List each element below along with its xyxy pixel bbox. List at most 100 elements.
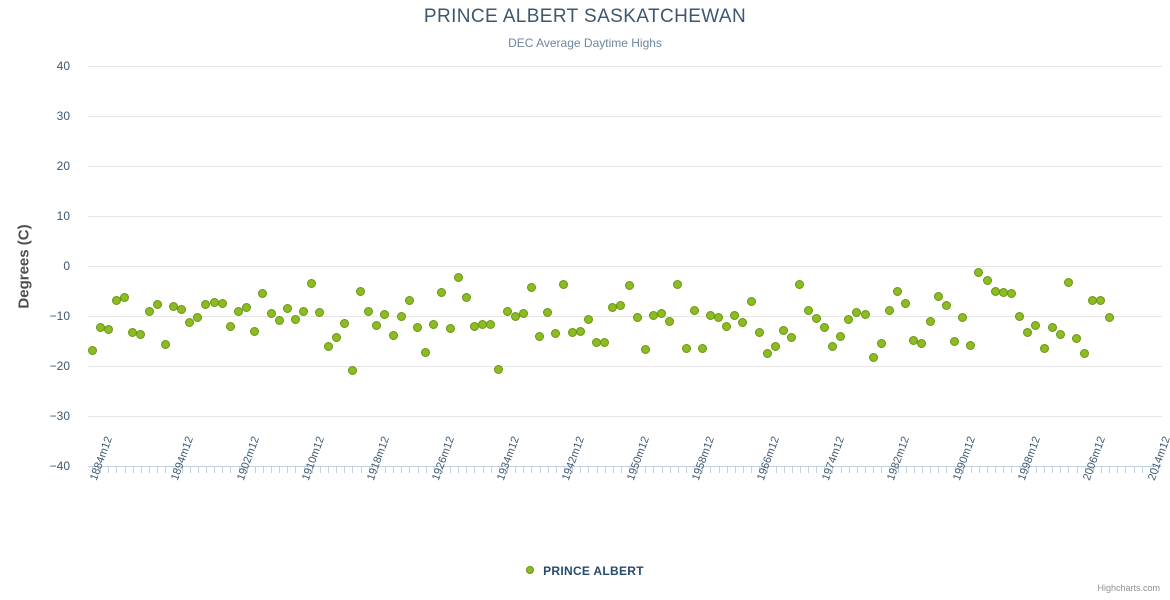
data-point[interactable] [421,348,431,357]
data-point[interactable] [290,314,300,324]
data-point[interactable] [722,322,732,331]
data-point[interactable] [1039,344,1049,353]
data-point[interactable] [396,311,406,321]
data-point[interactable] [494,364,504,374]
data-point[interactable] [551,328,561,338]
data-point[interactable] [754,328,764,337]
data-point[interactable] [152,299,162,309]
data-point[interactable] [177,304,187,314]
data-point[interactable] [120,293,130,302]
data-point[interactable] [559,280,569,289]
data-point[interactable] [1063,278,1073,287]
data-point[interactable] [917,339,927,348]
data-point[interactable] [535,331,545,341]
data-point[interactable] [844,315,854,324]
data-point[interactable] [486,319,496,329]
data-point[interactable] [1015,312,1025,321]
data-point[interactable] [1104,313,1114,322]
data-point[interactable] [518,308,528,318]
data-point[interactable] [242,303,252,312]
data-point[interactable] [673,280,683,289]
data-point[interactable] [1096,296,1106,305]
data-point[interactable] [803,306,813,315]
data-point[interactable] [429,319,439,329]
data-point[interactable] [933,291,943,301]
data-point[interactable] [827,341,837,351]
data-point[interactable] [681,344,691,353]
data-point[interactable] [502,306,512,316]
data-point[interactable] [160,340,170,349]
data-point[interactable] [852,307,862,317]
data-point[interactable] [1080,348,1090,358]
data-point[interactable] [323,341,333,351]
data-point[interactable] [282,304,292,313]
data-point[interactable] [616,300,626,310]
data-point[interactable] [404,296,414,305]
data-point[interactable] [266,308,276,318]
data-point[interactable] [836,332,846,341]
data-point[interactable] [380,310,390,319]
data-point[interactable] [941,301,951,310]
data-point[interactable] [437,288,447,297]
data-point[interactable] [87,346,97,355]
data-point[interactable] [453,273,463,282]
data-point[interactable] [364,307,374,316]
data-point[interactable] [250,326,260,336]
data-point[interactable] [185,318,195,327]
data-point[interactable] [746,297,756,306]
data-point[interactable] [738,317,748,327]
data-point[interactable] [103,325,113,334]
data-point[interactable] [665,316,675,326]
data-point[interactable] [372,321,382,330]
data-point[interactable] [347,365,357,375]
data-point[interactable] [413,322,423,332]
data-point[interactable] [217,299,227,308]
data-point[interactable] [274,316,284,325]
data-point[interactable] [1072,333,1082,343]
data-point[interactable] [1023,328,1033,337]
data-point[interactable] [657,309,667,318]
data-point[interactable] [600,337,610,347]
data-point[interactable] [225,321,235,331]
data-point[interactable] [526,283,536,292]
data-point[interactable] [234,306,244,316]
data-point[interactable] [193,313,203,322]
data-point[interactable] [787,332,797,342]
data-point[interactable] [136,329,146,339]
data-point[interactable] [819,322,829,332]
data-point[interactable] [356,286,366,296]
data-point[interactable] [640,344,650,354]
data-point[interactable] [795,280,805,289]
data-point[interactable] [893,287,903,296]
data-point[interactable] [714,312,724,322]
data-point[interactable] [876,338,886,348]
data-point[interactable] [697,344,707,353]
data-point[interactable] [1031,320,1041,330]
data-point[interactable] [331,333,341,342]
data-point[interactable] [307,279,317,288]
data-point[interactable] [966,340,976,350]
data-point[interactable] [445,323,455,333]
data-point[interactable] [958,312,968,322]
data-point[interactable] [144,306,154,316]
legend-item-prince-albert[interactable]: PRINCE ALBERT [543,563,644,578]
data-point[interactable] [575,327,585,336]
data-point[interactable] [771,342,781,351]
data-point[interactable] [1047,322,1057,332]
data-point[interactable] [624,281,634,290]
data-point[interactable] [868,353,878,362]
data-point[interactable] [762,348,772,358]
data-point[interactable] [583,315,593,324]
data-point[interactable] [1055,330,1065,339]
data-point[interactable] [632,312,642,322]
data-point[interactable] [461,292,471,302]
data-point[interactable] [779,325,789,335]
chart-legend[interactable]: PRINCE ALBERT [0,563,1170,578]
data-point[interactable] [901,298,911,308]
data-point[interactable] [1006,289,1016,298]
data-point[interactable] [811,314,821,323]
data-point[interactable] [925,317,935,326]
data-point[interactable] [339,319,349,328]
data-point[interactable] [543,307,553,317]
data-point[interactable] [860,309,870,319]
